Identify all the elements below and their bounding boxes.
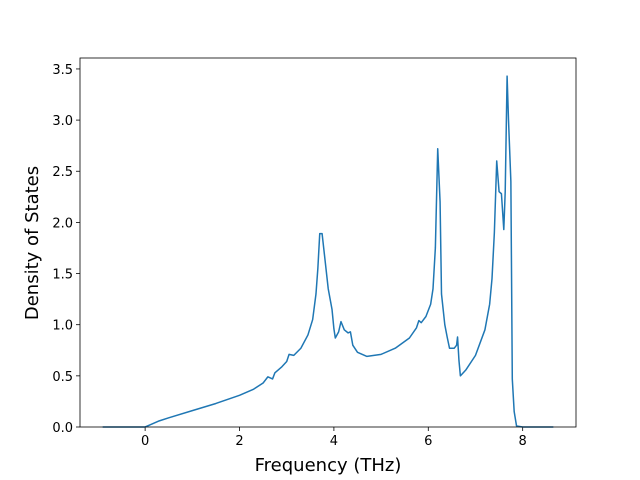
y-tick-label: 0.0 bbox=[52, 421, 73, 436]
x-tick-label: 2 bbox=[235, 434, 243, 449]
y-tick-label: 1.5 bbox=[52, 268, 73, 283]
y-axis-label: Density of States bbox=[22, 166, 43, 320]
x-tick-label: 8 bbox=[519, 434, 527, 449]
y-tick-label: 0.5 bbox=[52, 370, 73, 385]
x-tick-label: 4 bbox=[330, 434, 338, 449]
x-tick-label: 0 bbox=[141, 434, 149, 449]
y-tick-label: 2.5 bbox=[52, 165, 73, 180]
y-tick-label: 3.5 bbox=[52, 63, 73, 78]
plot-frame bbox=[79, 57, 577, 428]
x-tick-label: 6 bbox=[424, 434, 432, 449]
line bbox=[102, 75, 554, 428]
x-axis-label: Frequency (THz) bbox=[255, 455, 402, 476]
y-tick-label: 3.0 bbox=[52, 114, 73, 129]
y-tick-label: 1.0 bbox=[52, 319, 73, 334]
y-tick-label: 2.0 bbox=[52, 216, 73, 231]
